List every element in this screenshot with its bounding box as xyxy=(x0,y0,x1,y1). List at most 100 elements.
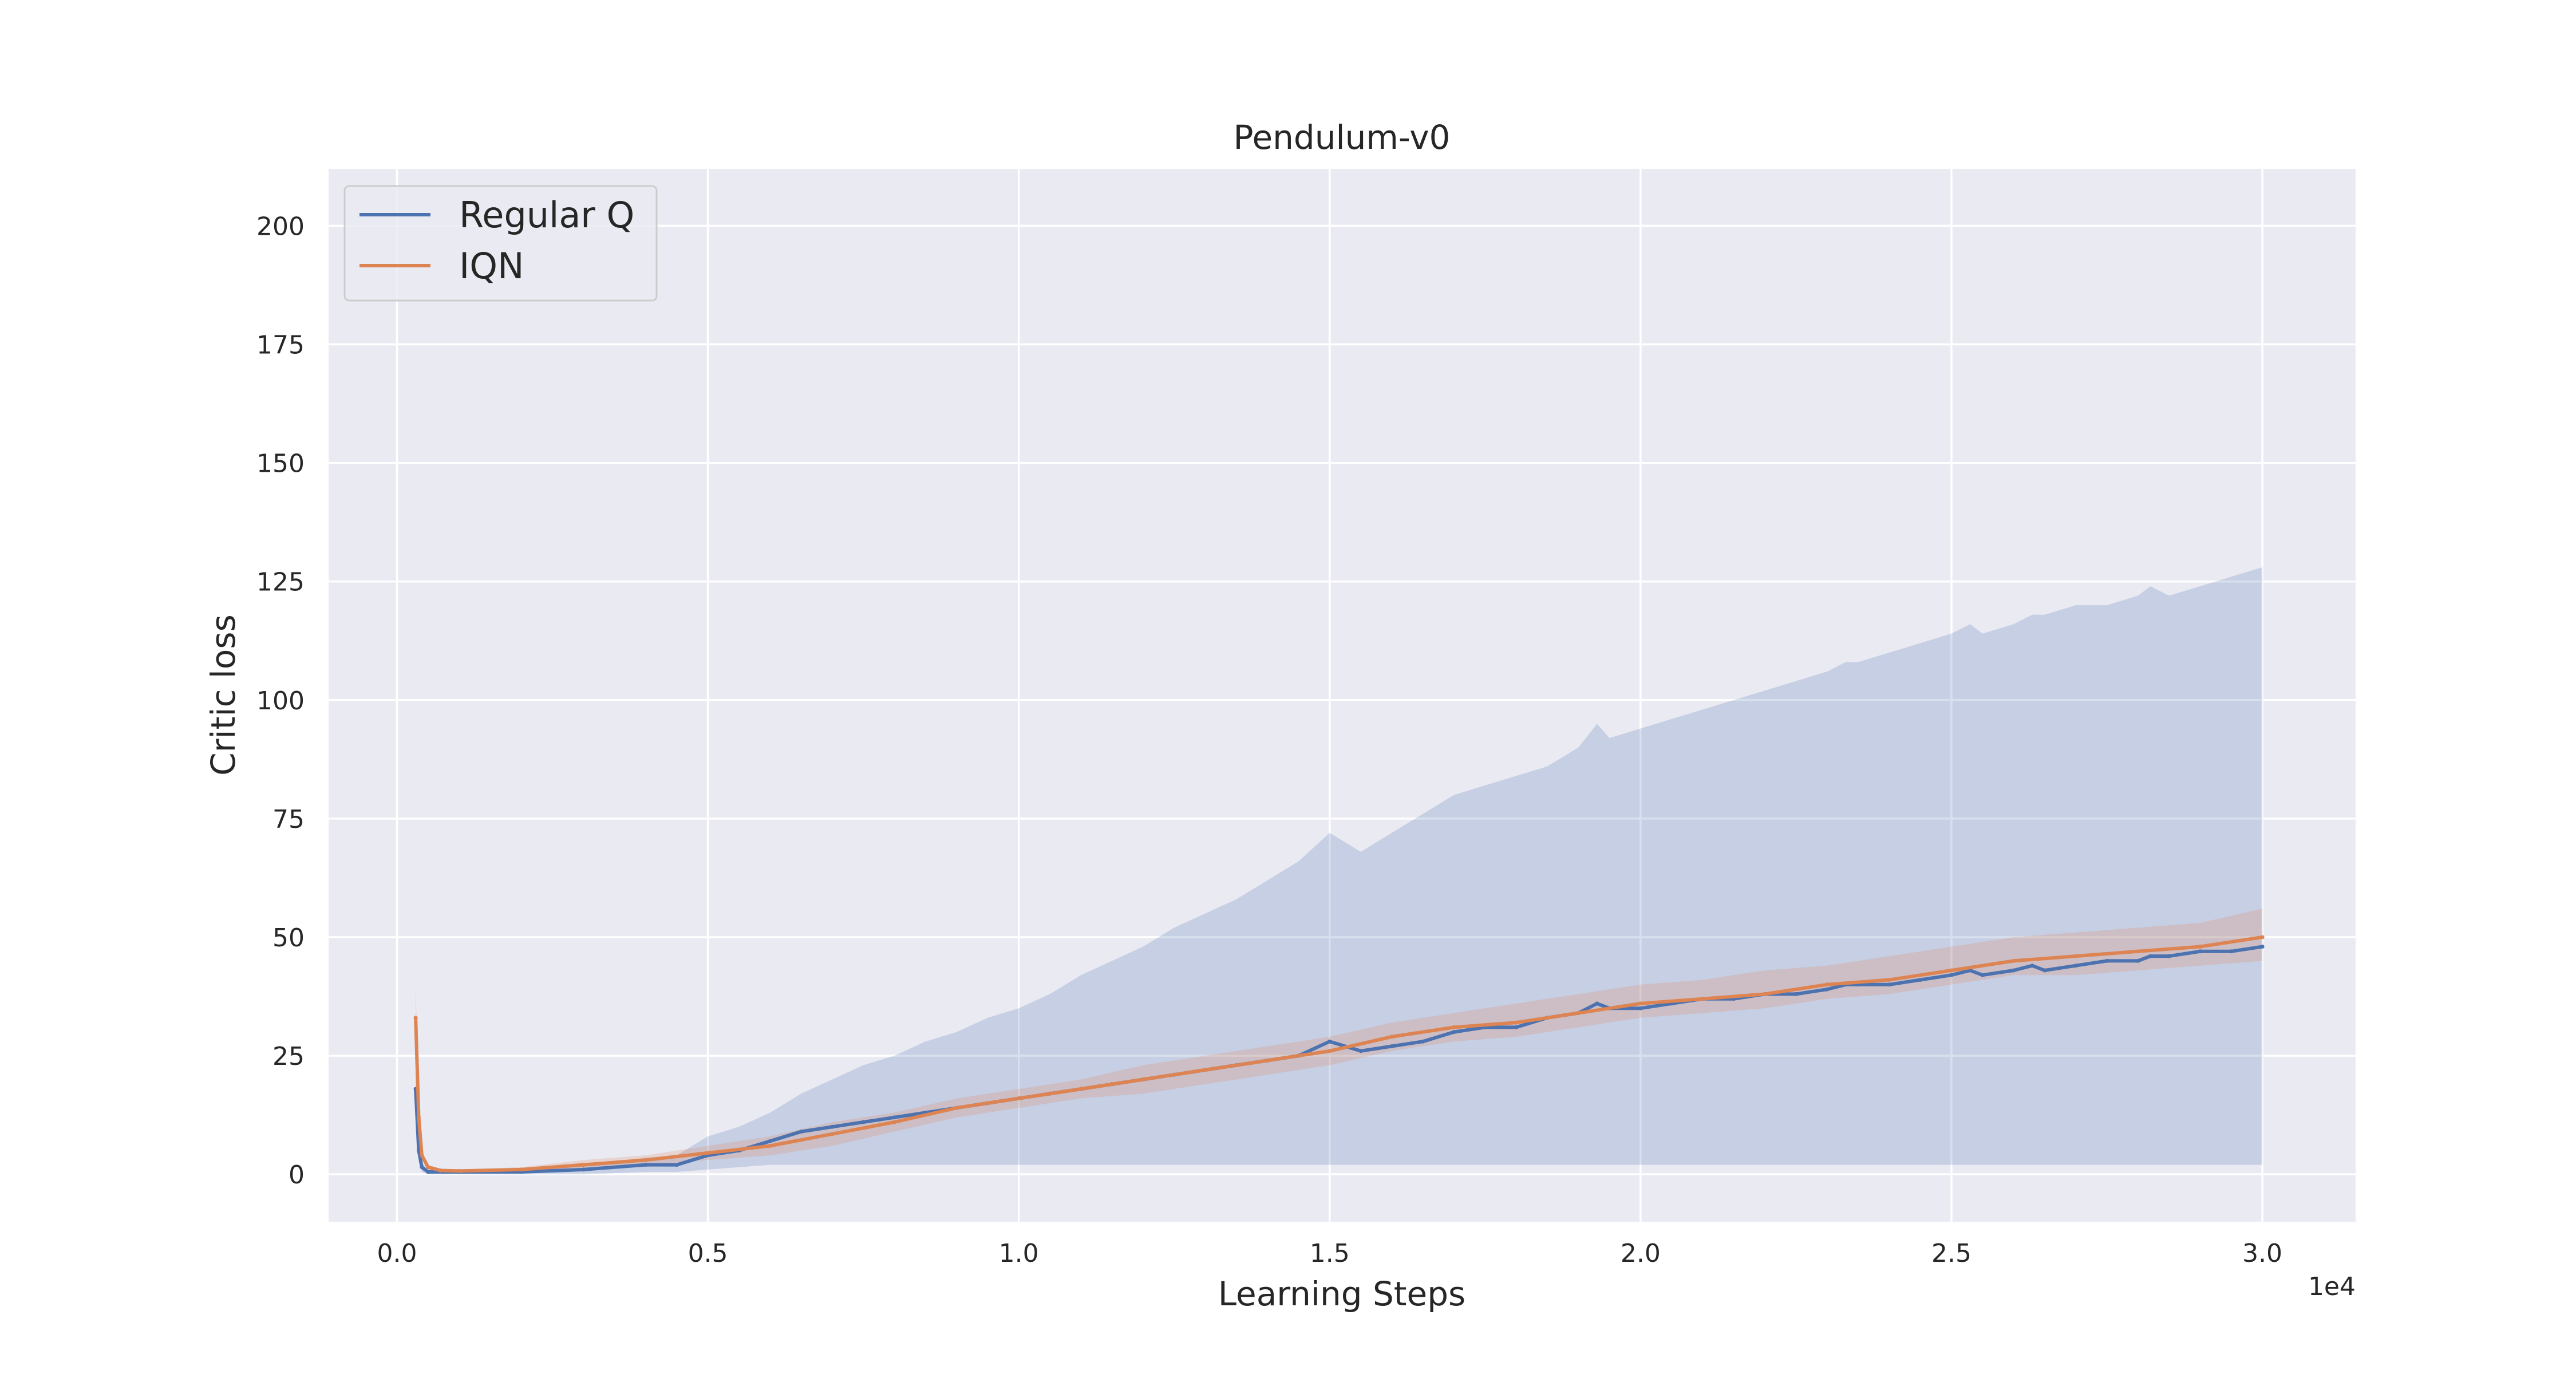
data-point-regular-q xyxy=(2198,949,2202,954)
data-point-iqn xyxy=(2260,935,2265,939)
x-offset-label: 1e4 xyxy=(2308,1272,2356,1301)
data-point-iqn xyxy=(2012,958,2016,963)
x-tick-label: 0.5 xyxy=(688,1239,728,1268)
data-point-iqn xyxy=(892,1120,896,1124)
data-point-iqn xyxy=(581,1163,586,1167)
data-point-iqn xyxy=(417,1115,421,1120)
data-point-iqn xyxy=(643,1158,648,1162)
data-point-regular-q xyxy=(1949,973,1954,977)
legend-label-regular-q: Regular Q xyxy=(459,194,634,236)
data-point-regular-q xyxy=(799,1130,803,1134)
data-point-iqn xyxy=(1514,1020,1519,1025)
grid-lines xyxy=(329,169,2356,1222)
data-point-iqn xyxy=(1701,997,1705,1001)
data-point-iqn xyxy=(420,1153,424,1158)
legend-label-iqn: IQN xyxy=(459,245,524,287)
data-point-regular-q xyxy=(861,1120,866,1124)
data-point-regular-q xyxy=(1825,987,1830,992)
data-point-regular-q xyxy=(1980,973,1985,977)
data-point-regular-q xyxy=(2229,949,2234,954)
x-tick-label: 2.5 xyxy=(1931,1239,1971,1268)
x-tick-label: 0.0 xyxy=(377,1239,417,1268)
data-point-regular-q xyxy=(1918,978,1923,982)
data-point-regular-q xyxy=(1389,1044,1394,1048)
band-iqn xyxy=(416,909,2263,1172)
data-point-regular-q xyxy=(643,1163,648,1167)
data-point-regular-q xyxy=(830,1124,835,1129)
data-point-iqn xyxy=(830,1132,835,1136)
data-point-iqn xyxy=(1825,982,1830,987)
y-tick-labels: 0 25 50 75 100 125 150 175 200 xyxy=(256,212,305,1190)
data-point-regular-q xyxy=(1638,1006,1643,1010)
confidence-bands xyxy=(416,567,2263,1175)
band-regular-q xyxy=(416,567,2263,1175)
data-point-iqn xyxy=(706,1151,710,1155)
data-point-iqn xyxy=(768,1144,772,1148)
data-point-regular-q xyxy=(2030,964,2034,968)
data-point-iqn xyxy=(457,1168,461,1173)
data-point-iqn xyxy=(519,1167,524,1172)
y-tick-label: 25 xyxy=(272,1042,305,1071)
x-axis-label: Learning Steps xyxy=(1218,1274,1466,1313)
x-tick-label: 2.0 xyxy=(1621,1239,1661,1268)
data-point-regular-q xyxy=(1421,1039,1425,1044)
data-point-iqn xyxy=(2073,954,2078,958)
y-tick-label: 150 xyxy=(256,449,305,479)
data-point-regular-q xyxy=(426,1170,430,1174)
data-point-iqn xyxy=(2198,945,2202,949)
data-point-iqn xyxy=(1452,1025,1456,1029)
data-point-regular-q xyxy=(2260,945,2265,949)
data-point-regular-q xyxy=(2073,964,2078,968)
data-point-iqn xyxy=(1763,992,1767,996)
x-tick-label: 3.0 xyxy=(2242,1239,2282,1268)
data-point-regular-q xyxy=(2012,968,2016,973)
data-point-iqn xyxy=(413,1016,418,1020)
data-point-regular-q xyxy=(892,1115,896,1120)
data-point-iqn xyxy=(1141,1077,1145,1081)
data-point-iqn xyxy=(438,1168,442,1172)
data-point-regular-q xyxy=(1358,1049,1363,1053)
data-point-regular-q xyxy=(1595,1001,1599,1006)
data-point-iqn xyxy=(1389,1035,1394,1039)
y-tick-label: 75 xyxy=(272,805,305,834)
data-point-regular-q xyxy=(1327,1039,1332,1044)
y-tick-label: 0 xyxy=(289,1160,305,1190)
data-point-iqn xyxy=(954,1105,959,1110)
data-point-regular-q xyxy=(2136,958,2140,963)
data-point-regular-q xyxy=(1793,992,1798,996)
legend: Regular Q IQN xyxy=(343,185,658,302)
data-point-iqn xyxy=(2136,949,2140,954)
data-point-iqn xyxy=(1638,1001,1643,1006)
chart-title: Pendulum-v0 xyxy=(1234,118,1451,157)
y-tick-label: 200 xyxy=(256,212,305,241)
data-point-iqn xyxy=(1887,978,1891,982)
data-point-regular-q xyxy=(2105,958,2109,963)
data-point-iqn xyxy=(1203,1068,1207,1072)
data-point-regular-q xyxy=(420,1165,424,1170)
y-tick-label: 175 xyxy=(256,331,305,360)
data-point-iqn xyxy=(1949,968,1954,973)
data-point-regular-q xyxy=(581,1167,586,1172)
x-tick-label: 1.0 xyxy=(999,1239,1039,1268)
data-point-iqn xyxy=(1576,1011,1581,1015)
data-point-iqn xyxy=(426,1165,430,1170)
data-point-regular-q xyxy=(2042,968,2047,973)
data-point-iqn xyxy=(1265,1058,1270,1063)
data-point-regular-q xyxy=(768,1139,772,1143)
data-point-regular-q xyxy=(674,1163,679,1167)
data-point-regular-q xyxy=(2148,954,2153,958)
data-point-iqn xyxy=(1017,1096,1021,1101)
data-point-regular-q xyxy=(2167,954,2171,958)
y-axis-label: Critic loss xyxy=(204,614,243,776)
y-tick-label: 50 xyxy=(272,923,305,953)
data-point-regular-q xyxy=(1452,1030,1456,1035)
data-point-regular-q xyxy=(1887,982,1891,987)
data-point-iqn xyxy=(1078,1087,1083,1091)
data-point-regular-q xyxy=(1514,1025,1519,1029)
y-tick-label: 100 xyxy=(256,686,305,716)
y-tick-label: 125 xyxy=(256,568,305,597)
data-point-iqn xyxy=(1327,1049,1332,1053)
x-tick-labels: 0.0 0.5 1.0 1.5 2.0 2.5 3.0 xyxy=(377,1239,2282,1268)
x-tick-label: 1.5 xyxy=(1310,1239,1350,1268)
